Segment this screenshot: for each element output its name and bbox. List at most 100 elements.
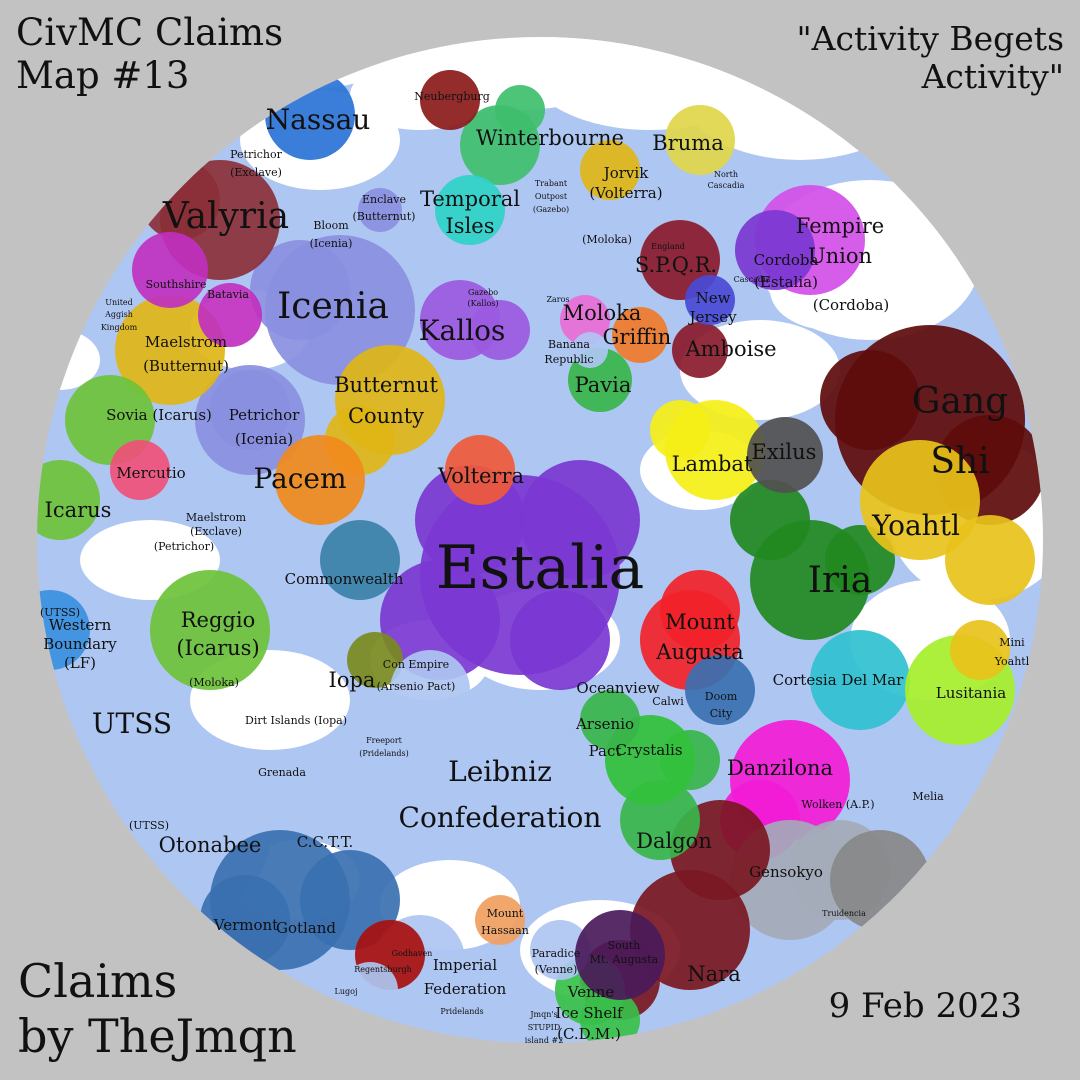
- region-label: (Butternut): [143, 357, 229, 375]
- region-label: Dirt Islands (Iopa): [245, 714, 347, 727]
- claim-territory: [150, 570, 270, 690]
- region-label: Winterbourne: [476, 126, 624, 150]
- region-label: Arsenio: [575, 715, 634, 733]
- region-label: Lambat: [672, 452, 753, 476]
- region-label: Gensokyo: [749, 863, 823, 881]
- region-label: (Exclave): [190, 525, 242, 538]
- region-label: Valyria: [162, 196, 289, 237]
- region-label: Wolken (A.P.): [801, 798, 874, 811]
- claim-territory: [735, 210, 815, 290]
- region-label: Volterra: [437, 464, 524, 488]
- claim-territory: [860, 440, 980, 560]
- region-label: Enclave: [362, 193, 406, 206]
- region-label: Neubergburg: [414, 90, 490, 103]
- region-label: Iria: [808, 560, 872, 601]
- region-label: Moloka: [563, 301, 642, 325]
- region-label: Mount: [665, 610, 735, 634]
- region-label: Boundary: [43, 635, 117, 653]
- region-label: Godhaven: [392, 949, 433, 958]
- region-label: Commonwealth: [285, 570, 404, 588]
- region-label: (Cordoba): [813, 296, 890, 314]
- region-label: Shi: [930, 441, 989, 482]
- region-label: Yoahtl: [871, 509, 960, 542]
- claim-territory: [560, 295, 610, 345]
- region-label: Temporal: [420, 187, 520, 211]
- region-label: Western: [49, 616, 112, 634]
- claim-territory: [520, 460, 640, 580]
- region-label: Grenada: [258, 766, 306, 779]
- region-label: Petrichor: [230, 148, 282, 161]
- claim-territory: [572, 332, 608, 368]
- claims-layer: [37, 70, 1043, 1043]
- region-label: Gazebo: [468, 288, 498, 297]
- region-label: (C.D.M.): [557, 1025, 621, 1043]
- region-label: UTSS: [92, 707, 172, 740]
- region-label: Mount: [487, 907, 524, 920]
- claim-territory: [580, 140, 640, 200]
- map-credit-line-1: Claims: [18, 953, 178, 1008]
- region-label: Fempire: [796, 214, 884, 238]
- region-label: S.P.Q.R.: [635, 253, 717, 277]
- claim-territory: [510, 590, 610, 690]
- region-label: Petrichor: [229, 406, 300, 424]
- region-label: Iopa: [329, 668, 376, 692]
- claim-territory: [342, 962, 398, 1018]
- map-motto-line-1: "Activity Begets: [796, 19, 1064, 58]
- region-label: Vermont: [213, 916, 278, 934]
- claim-territory: [825, 525, 895, 595]
- claim-territory: [115, 295, 225, 405]
- region-label: Jersey: [687, 308, 737, 326]
- claim-territory: [132, 232, 208, 308]
- claim-territory: [320, 520, 400, 600]
- region-label: Cortesia Del Mar: [773, 671, 905, 689]
- region-label: Bloom: [313, 219, 349, 232]
- region-label: Imperial: [433, 956, 498, 974]
- region-label: Ice Shelf: [555, 1004, 624, 1022]
- claim-territory: [575, 910, 665, 1000]
- claim-territory: [685, 275, 735, 325]
- region-label: Gotland: [276, 919, 336, 937]
- region-label: Jorvik: [602, 164, 649, 182]
- region-label: (Icenia): [235, 430, 293, 448]
- region-label: Federation: [424, 980, 507, 998]
- region-label: Mt. Augusta: [590, 953, 659, 966]
- map-title-line-1: CivMC Claims: [16, 11, 284, 54]
- map-motto-line-2: Activity": [921, 56, 1064, 96]
- region-label: Cascadia: [734, 275, 771, 284]
- region-label: United: [105, 298, 133, 307]
- region-label: Southshire: [146, 278, 207, 291]
- claim-territory: [730, 480, 810, 560]
- region-label: (Moloka): [582, 233, 632, 246]
- claim-territory: [275, 435, 365, 525]
- region-label: Pavia: [575, 373, 632, 397]
- land-mass: [900, 180, 1020, 260]
- claim-territory: [660, 570, 740, 650]
- region-label: Icarus: [45, 498, 112, 522]
- region-label: Crystalis: [615, 741, 682, 759]
- claim-territory: [198, 283, 262, 347]
- region-label: (Arsenio Pact): [377, 680, 456, 693]
- region-label: Melia: [912, 790, 944, 803]
- region-label: Trabant: [535, 179, 568, 188]
- claim-territory: [250, 240, 350, 340]
- region-label: City: [710, 707, 733, 720]
- region-label: Kingdom: [101, 323, 138, 332]
- region-label: (Gazebo): [533, 205, 569, 214]
- region-label: (Exclave): [230, 166, 282, 179]
- claim-territory: [747, 417, 823, 493]
- region-label: Nassau: [266, 103, 371, 136]
- map-title-line-2: Map #13: [16, 53, 190, 97]
- claim-territory: [210, 370, 290, 450]
- region-label: Regentsburgh: [354, 965, 411, 974]
- region-label: Union: [808, 244, 872, 268]
- region-label: Gang: [912, 381, 1008, 422]
- region-label: Maelstrom: [186, 511, 247, 524]
- region-label: Zaros: [546, 295, 569, 304]
- region-label: (Moloka): [189, 676, 239, 689]
- region-label: Dalgon: [636, 829, 712, 853]
- region-label: Republic: [544, 353, 593, 366]
- region-label: Mini: [999, 636, 1025, 649]
- map-title: CivMC Claims Map #13: [16, 11, 284, 97]
- region-label: Leibniz: [448, 755, 552, 788]
